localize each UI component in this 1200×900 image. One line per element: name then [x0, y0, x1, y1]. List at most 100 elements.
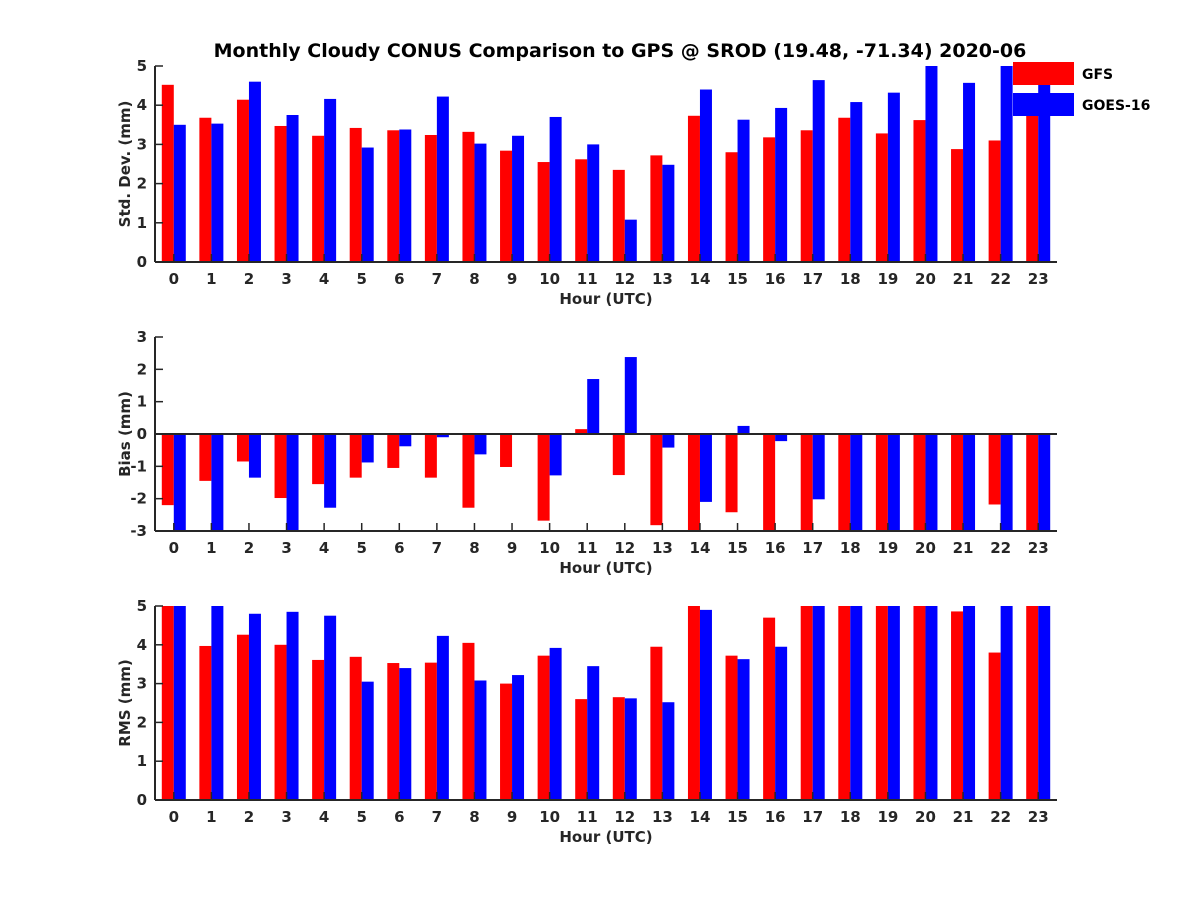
bar-goes-16-9 — [512, 675, 525, 800]
y-tick-label: 0 — [137, 791, 147, 809]
y-tick-label: 0 — [137, 253, 147, 271]
x-tick-label: 13 — [652, 539, 673, 557]
x-tick-label: 6 — [394, 808, 404, 826]
x-tick-label: 0 — [169, 270, 179, 288]
bar-goes-16-4 — [324, 615, 337, 800]
bar-goes-16-19 — [887, 434, 900, 531]
x-tick-label: 19 — [877, 808, 898, 826]
bar-gfs-0 — [161, 434, 174, 506]
bar-gfs-13 — [650, 646, 663, 800]
x-tick-label: 13 — [652, 270, 673, 288]
bar-goes-16-20 — [925, 434, 938, 531]
bar-gfs-9 — [500, 150, 513, 262]
bar-goes-16-17 — [812, 434, 825, 500]
bar-gfs-1 — [199, 117, 212, 262]
bar-goes-16-1 — [211, 123, 224, 263]
bar-gfs-20 — [913, 606, 926, 800]
x-axis-label: Hour (UTC) — [559, 559, 652, 577]
y-tick-label: 4 — [137, 96, 147, 114]
bar-gfs-22 — [988, 434, 1001, 505]
y-axis-label: RMS (mm) — [116, 659, 134, 746]
x-tick-label: 18 — [840, 270, 861, 288]
bar-gfs-5 — [349, 434, 362, 478]
bar-goes-16-14 — [699, 609, 712, 800]
bar-goes-16-5 — [361, 434, 374, 463]
x-tick-label: 16 — [765, 270, 786, 288]
x-tick-label: 19 — [877, 539, 898, 557]
bar-gfs-11 — [575, 429, 588, 434]
bar-gfs-21 — [951, 434, 964, 531]
bar-gfs-1 — [199, 645, 212, 800]
x-tick-label: 5 — [356, 270, 366, 288]
bar-gfs-3 — [274, 125, 287, 262]
bar-gfs-17 — [800, 130, 813, 262]
x-tick-label: 1 — [206, 270, 216, 288]
bars-group — [161, 357, 1051, 531]
bar-goes-16-2 — [248, 434, 261, 478]
x-tick-label: 3 — [281, 808, 291, 826]
bar-gfs-13 — [650, 155, 663, 262]
bar-goes-16-21 — [963, 434, 976, 531]
y-tick-label: 3 — [137, 328, 147, 346]
y-tick-label: -2 — [130, 490, 147, 508]
x-tick-label: 4 — [319, 539, 329, 557]
bar-gfs-23 — [1026, 434, 1039, 531]
bar-goes-16-22 — [1000, 66, 1013, 262]
y-tick-label: 1 — [137, 752, 147, 770]
bar-goes-16-21 — [963, 82, 976, 262]
x-tick-label: 20 — [915, 539, 936, 557]
bar-gfs-10 — [537, 434, 550, 521]
x-tick-label: 5 — [356, 808, 366, 826]
bar-goes-16-19 — [887, 92, 900, 262]
bar-goes-16-12 — [624, 219, 637, 262]
y-tick-label: 1 — [137, 393, 147, 411]
x-tick-label: 7 — [432, 270, 442, 288]
bar-gfs-14 — [687, 606, 700, 800]
bar-gfs-7 — [424, 662, 437, 800]
bar-gfs-1 — [199, 434, 212, 481]
x-tick-label: 10 — [539, 808, 560, 826]
legend-label-gfs: GFS — [1082, 67, 1113, 83]
bar-goes-16-0 — [173, 606, 186, 800]
bar-goes-16-9 — [512, 135, 525, 262]
x-tick-label: 15 — [727, 270, 748, 288]
y-tick-label: 5 — [137, 597, 147, 615]
bar-goes-16-23 — [1038, 606, 1051, 800]
bar-goes-16-10 — [549, 116, 562, 263]
bar-gfs-10 — [537, 162, 550, 262]
y-tick-label: 2 — [137, 713, 147, 731]
bar-gfs-19 — [875, 606, 888, 800]
legend-swatch-gfs — [1013, 62, 1074, 85]
bar-goes-16-6 — [399, 668, 412, 800]
bar-gfs-21 — [951, 611, 964, 800]
x-tick-label: 7 — [432, 808, 442, 826]
x-tick-label: 17 — [802, 539, 823, 557]
bar-gfs-22 — [988, 140, 1001, 262]
x-tick-label: 5 — [356, 539, 366, 557]
x-tick-label: 2 — [244, 808, 254, 826]
x-tick-label: 11 — [577, 539, 598, 557]
bar-goes-16-1 — [211, 434, 224, 531]
bar-goes-16-17 — [812, 80, 825, 262]
bar-gfs-5 — [349, 127, 362, 262]
bar-gfs-4 — [312, 135, 325, 262]
bar-goes-16-3 — [286, 434, 299, 531]
bar-gfs-15 — [725, 434, 738, 513]
y-tick-label: 0 — [137, 425, 147, 443]
y-tick-label: 1 — [137, 214, 147, 232]
bar-goes-16-1 — [211, 606, 224, 800]
bar-gfs-19 — [875, 133, 888, 262]
bar-goes-16-15 — [737, 659, 750, 800]
x-tick-label: 15 — [727, 539, 748, 557]
bar-goes-16-6 — [399, 434, 412, 447]
x-tick-label: 9 — [507, 539, 517, 557]
bar-gfs-3 — [274, 434, 287, 499]
bar-goes-16-5 — [361, 681, 374, 800]
x-tick-label: 6 — [394, 539, 404, 557]
bar-gfs-4 — [312, 659, 325, 800]
x-tick-label: 2 — [244, 270, 254, 288]
bar-goes-16-13 — [662, 164, 675, 262]
bar-gfs-11 — [575, 699, 588, 800]
y-tick-label: 4 — [137, 636, 147, 654]
